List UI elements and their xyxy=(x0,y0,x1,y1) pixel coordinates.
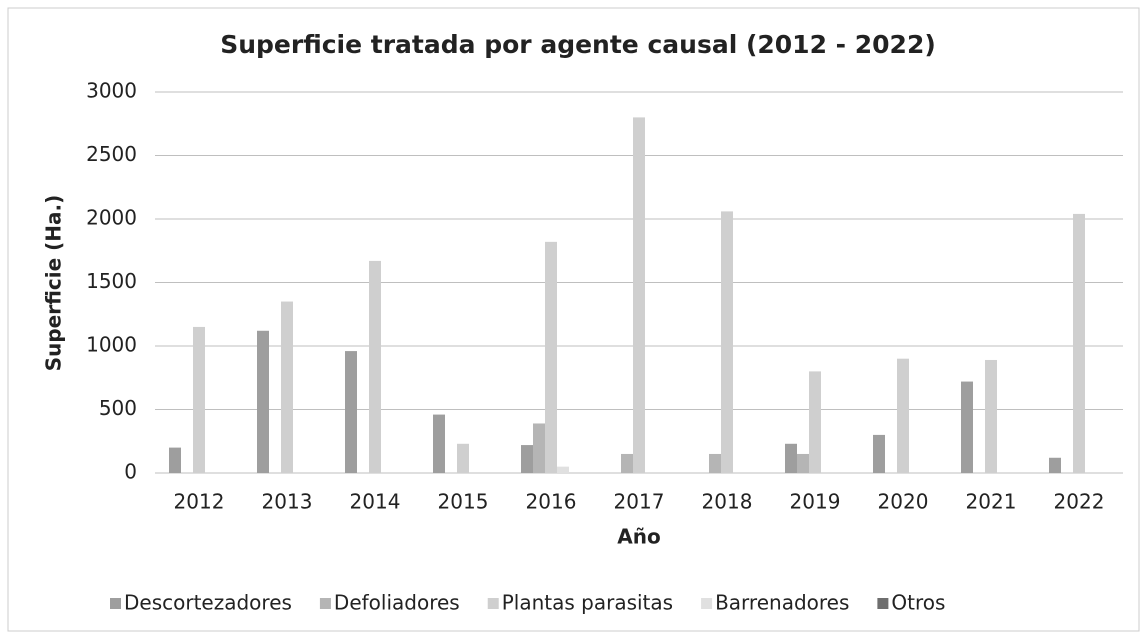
bar xyxy=(281,301,293,473)
bar xyxy=(809,371,821,473)
bar xyxy=(897,358,909,473)
bar xyxy=(985,359,997,473)
chart-title: Superficie tratada por agente causal (20… xyxy=(220,30,936,59)
x-tick-label: 2015 xyxy=(438,490,489,514)
bar xyxy=(433,414,445,473)
bar xyxy=(797,453,809,473)
bar xyxy=(785,443,797,473)
x-tick-label: 2016 xyxy=(526,490,577,514)
y-tick-label: 0 xyxy=(124,460,137,484)
x-tick-label: 2012 xyxy=(174,490,225,514)
bar xyxy=(345,351,357,473)
legend-label: Plantas parasitas xyxy=(502,591,673,615)
bar xyxy=(369,260,381,473)
legend-swatch xyxy=(319,598,331,609)
legend-label: Descortezadores xyxy=(124,591,292,615)
bar xyxy=(621,453,633,473)
x-tick-label: 2022 xyxy=(1054,490,1105,514)
y-tick-label: 1500 xyxy=(86,269,137,293)
y-tick-label: 2000 xyxy=(86,206,137,230)
bar xyxy=(633,117,645,474)
x-tick-label: 2021 xyxy=(966,490,1017,514)
legend-swatch xyxy=(487,598,499,609)
x-axis-title: Año xyxy=(617,525,660,549)
bar xyxy=(1049,457,1061,473)
bar xyxy=(557,466,569,473)
x-tick-label: 2018 xyxy=(702,490,753,514)
legend-label: Barrenadores xyxy=(715,591,849,615)
bar xyxy=(721,211,733,473)
x-tick-label: 2017 xyxy=(614,490,665,514)
y-tick-label: 3000 xyxy=(86,79,137,103)
bar xyxy=(193,326,205,473)
chart-frame xyxy=(7,7,1140,632)
y-tick-label: 2500 xyxy=(86,142,137,166)
bar xyxy=(521,445,533,473)
x-tick-label: 2019 xyxy=(790,490,841,514)
bar xyxy=(873,434,885,473)
legend-swatch xyxy=(110,598,121,609)
bar xyxy=(533,423,545,473)
y-axis-title: Superficie (Ha.) xyxy=(42,195,66,372)
y-tick-label: 500 xyxy=(99,396,137,420)
x-tick-label: 2014 xyxy=(350,490,401,514)
y-tick-label: 1000 xyxy=(86,333,137,357)
x-tick-label: 2013 xyxy=(262,490,313,514)
bar xyxy=(545,241,557,473)
bar xyxy=(1073,213,1085,474)
x-tick-label: 2020 xyxy=(878,490,929,514)
legend-swatch xyxy=(701,598,713,609)
bar xyxy=(961,381,973,473)
legend-swatch xyxy=(877,598,889,609)
bar xyxy=(257,330,269,473)
bar xyxy=(709,453,721,473)
bar xyxy=(169,447,181,473)
legend-label: Otros xyxy=(891,591,945,615)
legend-label: Defoliadores xyxy=(334,591,460,615)
bar xyxy=(457,443,469,473)
